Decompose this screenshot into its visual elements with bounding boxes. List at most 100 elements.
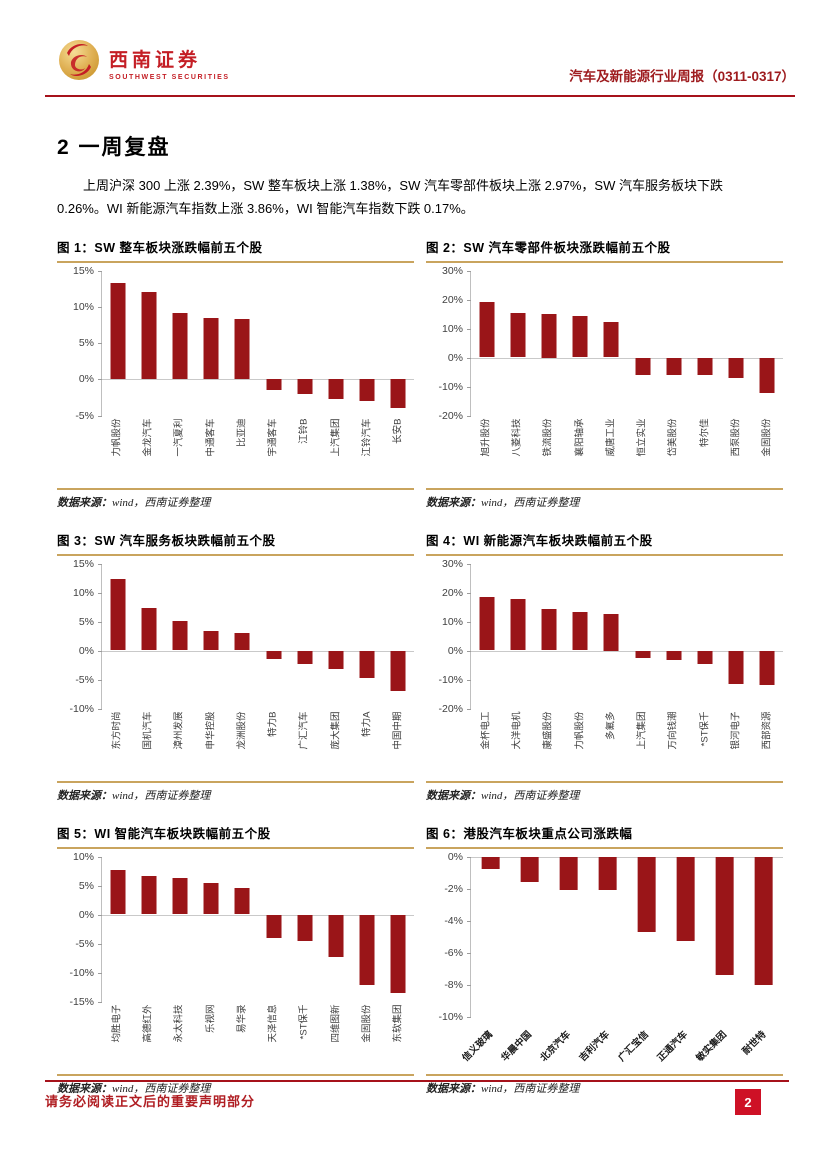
figure-6-title: 图 6：港股汽车板块重点公司涨跌幅 (426, 823, 783, 849)
x-label-cell: 均胜电子 (101, 1002, 132, 1072)
bar (328, 379, 344, 399)
bar-slot (565, 271, 596, 416)
bar-slot (752, 564, 783, 709)
bar-slot (102, 564, 133, 709)
bar-slot (320, 564, 351, 709)
y-tick-label: -20% (438, 409, 463, 422)
y-tick-label: 0% (78, 373, 94, 386)
bar-slot (289, 564, 320, 709)
bar (390, 914, 406, 993)
x-category-label: 金杯电工 (480, 711, 492, 750)
report-page: 西南证券 SOUTHWEST SECURITIES 汽车及新能源行业周报（031… (45, 40, 795, 1096)
logo-company-name: 西南证券 (109, 49, 202, 71)
bar-slot (352, 857, 383, 1002)
bar (759, 650, 775, 685)
y-axis: 0% -2% -4% -6% -8% -10% (426, 851, 470, 1023)
logo-text: 西南证券 SOUTHWEST SECURITIES (109, 45, 230, 81)
x-category-label: 中通客车 (205, 418, 217, 457)
x-label-cell: 康盛股份 (533, 709, 564, 779)
x-label-cell: 特尔佳 (689, 416, 720, 486)
bar-slot (502, 271, 533, 416)
x-label-cell: 岱美股份 (658, 416, 689, 486)
y-tick-mark (467, 650, 471, 652)
x-category-label: 江铃B (298, 418, 310, 444)
x-category-label: 特尔佳 (699, 418, 711, 447)
x-category-label: 信义玻璃 (459, 1028, 495, 1064)
bar (603, 321, 619, 358)
x-category-label: 威唐工业 (605, 418, 617, 457)
x-category-label: 江铃汽车 (361, 418, 373, 457)
bar-slot (658, 564, 689, 709)
source-text: wind，西南证券整理 (481, 789, 580, 802)
figure-2: 图 2：SW 汽车零部件板块涨跌幅前五个股 30% 20% 10% 0% -10% -20… (426, 237, 783, 510)
bar (141, 607, 157, 651)
x-label-cell: 金杯电工 (470, 709, 501, 779)
y-tick-label: 0% (447, 850, 463, 863)
bar (603, 614, 619, 651)
x-label-cell: 北京汽车 (538, 1017, 587, 1072)
bar-slot (510, 856, 549, 1017)
x-category-label: 西部资源 (761, 711, 773, 750)
x-label-cell: 耐世特 (740, 1017, 783, 1072)
x-label-cell: 敏实集团 (695, 1017, 744, 1072)
y-tick-label: -10% (69, 702, 94, 715)
x-label-cell: 龙洲股份 (226, 709, 257, 779)
figure-3: 图 3：SW 汽车服务板块跌幅前五个股 15% 10% 5% 0% -5% -10% 东方时… (57, 530, 414, 803)
x-category-label: *ST保千 (298, 1004, 310, 1039)
bar-slot (133, 271, 164, 416)
source-prefix: 数据来源： (57, 496, 112, 509)
bar-slot (588, 856, 627, 1017)
bar-slot (627, 271, 658, 416)
x-axis-labels: 旭升股份 八菱科技 铁流股份 襄阳轴承 威唐工业 恒立实业 岱美股份 特尔佳 西泵股份 金固股份 (470, 416, 783, 486)
x-category-label: 金固股份 (761, 418, 773, 457)
y-tick-mark (467, 328, 471, 330)
source-text: wind，西南证券整理 (481, 496, 580, 509)
bar (541, 314, 557, 358)
x-label-cell: 比亚迪 (226, 416, 257, 486)
y-axis: 15% 10% 5% 0% -5% (57, 265, 101, 422)
figure-1-bar-chart: 15% 10% 5% 0% -5% 力帆股份 金龙汽车 一汽夏利 中通客车 比亚迪 宇通客车 江铃B 上… (57, 265, 414, 486)
source-prefix: 数据来源： (426, 789, 481, 802)
y-tick-label: -15% (69, 995, 94, 1008)
x-category-label: 乐视网 (205, 1004, 217, 1033)
y-tick-mark (467, 952, 471, 954)
y-tick-mark (98, 379, 102, 381)
y-tick-mark (98, 650, 102, 652)
y-tick-label: 10% (72, 300, 94, 313)
y-tick-label: 0% (78, 908, 94, 921)
x-category-label: 高德红外 (142, 1004, 154, 1043)
figures-grid: 图 1：SW 整车板块涨跌幅前五个股 15% 10% 5% 0% -5% 力帆股份 金龙汽车… (57, 237, 783, 1096)
x-label-cell: 宇通客车 (257, 416, 288, 486)
y-axis: 10% 5% 0% -5% -10% -15% (57, 851, 101, 1008)
figure-3-bar-chart: 15% 10% 5% 0% -5% -10% 东方时尚 国机汽车 漳州发展 申华控股 龙洲股份 特力B… (57, 558, 414, 779)
y-tick-mark (98, 679, 102, 681)
bar-slot (289, 271, 320, 416)
x-label-cell: 万向钱潮 (658, 709, 689, 779)
bar (754, 856, 773, 985)
x-category-label: 力帆股份 (111, 418, 123, 457)
bar-slot (164, 564, 195, 709)
x-label-cell: 四维图新 (320, 1002, 351, 1072)
bar (676, 856, 695, 942)
bar (359, 914, 375, 986)
x-label-cell: 信义玻璃 (460, 1017, 509, 1072)
bar (715, 856, 734, 975)
bar (479, 596, 495, 651)
bar (110, 578, 126, 651)
x-category-label: 特力B (267, 711, 279, 737)
x-category-label: 多氟多 (605, 711, 617, 740)
y-tick-label: 0% (447, 644, 463, 657)
logo-company-name-en: SOUTHWEST SECURITIES (109, 73, 230, 81)
bar-slot (666, 856, 705, 1017)
source-prefix: 数据来源： (426, 496, 481, 509)
zero-axis-line (102, 379, 414, 381)
bar (637, 856, 656, 932)
x-label-cell: 威唐工业 (595, 416, 626, 486)
bar-slot (752, 271, 783, 416)
bar-slot (352, 271, 383, 416)
x-category-label: 中国中期 (392, 711, 404, 750)
bar-slot (102, 857, 133, 1002)
x-label-cell: 银河电子 (720, 709, 751, 779)
bar-slot (533, 271, 564, 416)
y-axis: 30% 20% 10% 0% -10% -20% (426, 265, 470, 422)
